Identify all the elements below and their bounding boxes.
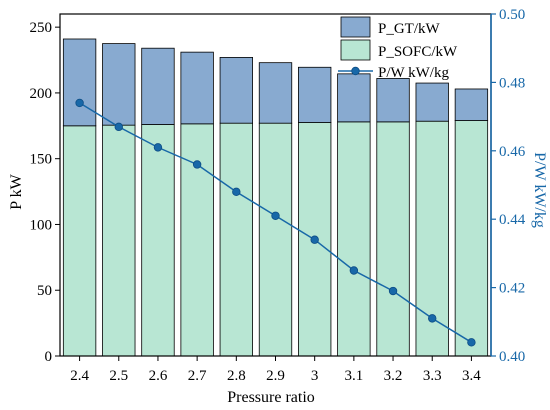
y2-tick-label: 0.42 [499,281,525,297]
bar-gt [298,66,332,123]
point-pw [271,211,280,220]
point-pw [114,122,123,132]
point-pw [349,266,359,275]
x-axis-title: Pressure ratio [227,389,315,406]
bar-sofc [376,121,410,357]
y2-tick-label: 0.48 [499,75,525,91]
x-tick-label: 3.4 [462,368,481,384]
bar-gt [219,57,253,124]
bar-sofc [454,120,489,357]
x-tick-label: 2.8 [227,368,246,384]
plot-area: 0 50 100 150 200 250 0.40 0.42 0.44 0.46 0.48 0.50… [30,7,526,384]
bar-gt [62,38,97,127]
point-pw [467,338,476,347]
point-pw [428,314,437,323]
bar-sofc [219,122,253,357]
bar-gt [180,51,214,125]
bar-gt [415,82,449,122]
legend-label-sofc: P_SOFC/kW [378,44,458,60]
left-axis-ticks: 0 50 100 150 200 250 [30,20,60,365]
point-pw [153,143,163,152]
y-axis-title: P kW [8,173,25,209]
point-pw [232,187,241,197]
y-tick-label: 200 [30,86,53,102]
bar-gt [454,88,489,121]
point-pw [388,286,398,296]
y-tick-label: 50 [37,283,52,299]
bar-sofc [258,122,293,357]
x-tick-label: 2.4 [70,368,89,384]
point-pw [75,98,84,108]
right-axis: 0.40 0.42 0.44 0.46 0.48 0.50 [490,7,526,365]
x-tick-label: 3.1 [344,368,363,384]
x-axis: 2.4 2.5 2.6 2.7 2.8 2.9 3 3.1 3.2 3.3 3.4 [70,356,481,384]
point-pw [310,235,319,244]
point-pw [192,160,202,169]
bar-series [62,38,489,357]
y-tick-label: 0 [45,349,53,365]
bar-gt [376,78,410,123]
y2-tick-label: 0.50 [499,7,525,23]
x-tick-label: 2.6 [149,368,168,384]
y-tick-label: 100 [30,217,53,233]
bar-gt [337,73,371,123]
bar-sofc [141,124,175,357]
legend-swatch-gt [340,16,371,38]
legend: P_GT/kW P_SOFC/kW P/W kW/kg [338,16,458,81]
line-series [75,98,476,347]
x-tick-label: 2.7 [188,368,207,384]
bar-sofc [180,123,214,357]
y-tick-label: 150 [30,152,53,168]
legend-swatch-sofc [340,39,371,61]
bar-sofc [102,124,136,357]
bar-gt [102,43,136,126]
bar-sofc [337,121,371,357]
bar-gt [258,62,293,124]
legend-label-pw: P/W kW/kg [378,65,449,81]
y2-tick-label: 0.44 [499,212,526,228]
bar-sofc [62,125,97,357]
x-tick-label: 2.5 [109,368,128,384]
x-tick-label: 2.9 [266,368,285,384]
x-tick-label: 3 [311,368,319,384]
y2-tick-label: 0.46 [499,144,526,160]
y2-tick-label: 0.40 [499,349,525,365]
y2-axis-title: P/W kW/kg [531,152,548,228]
bar-gt [141,47,175,125]
y-tick-label: 250 [30,20,53,36]
legend-marker-pw [351,66,360,76]
x-tick-label: 3.2 [384,368,403,384]
legend-label-gt: P_GT/kW [378,21,441,37]
x-tick-label: 3.3 [423,368,442,384]
